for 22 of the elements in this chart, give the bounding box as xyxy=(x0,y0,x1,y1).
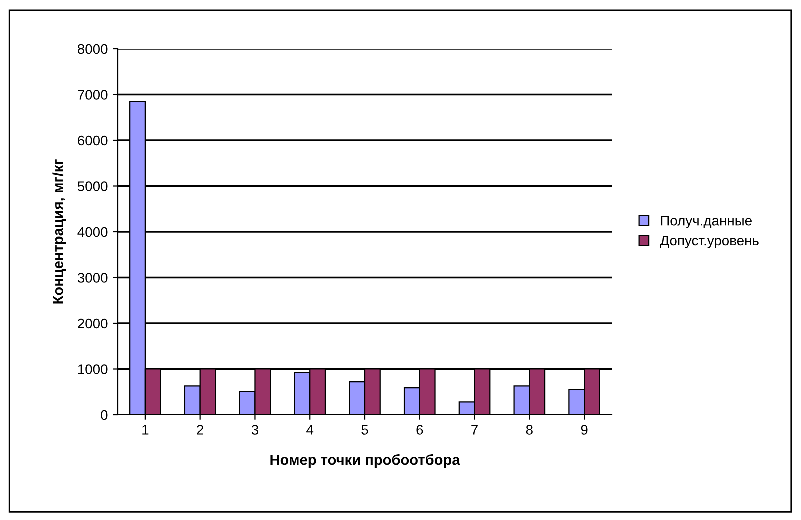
y-tick-label: 7000 xyxy=(78,90,108,100)
x-tick-label: 9 xyxy=(581,425,588,435)
y-tick-label: 1000 xyxy=(78,364,108,374)
y-tick-label: 8000 xyxy=(78,44,108,54)
x-tick-label: 2 xyxy=(197,425,204,435)
y-axis-title: Концентрация, мг/кг xyxy=(52,160,66,304)
x-tick-label: 1 xyxy=(142,425,149,435)
x-tick-label: 6 xyxy=(416,425,424,435)
legend-label: Допуст.уровень xyxy=(660,236,759,248)
x-tick-label: 4 xyxy=(306,425,314,435)
legend-label: Получ.данные xyxy=(661,216,752,229)
y-tick-label: 5000 xyxy=(78,182,108,192)
x-axis-title: Номер точки пробоотбора xyxy=(270,454,460,468)
y-tick-label: 0 xyxy=(101,410,108,420)
x-tick-label: 8 xyxy=(526,425,533,435)
y-tick-label: 4000 xyxy=(78,227,108,238)
x-tick-label: 7 xyxy=(472,425,478,435)
x-tick-label: 3 xyxy=(252,425,258,435)
y-tick-label: 3000 xyxy=(78,273,108,283)
y-tick-label: 6000 xyxy=(78,136,108,146)
y-tick-label: 2000 xyxy=(78,318,108,329)
x-tick-label: 5 xyxy=(362,425,368,435)
